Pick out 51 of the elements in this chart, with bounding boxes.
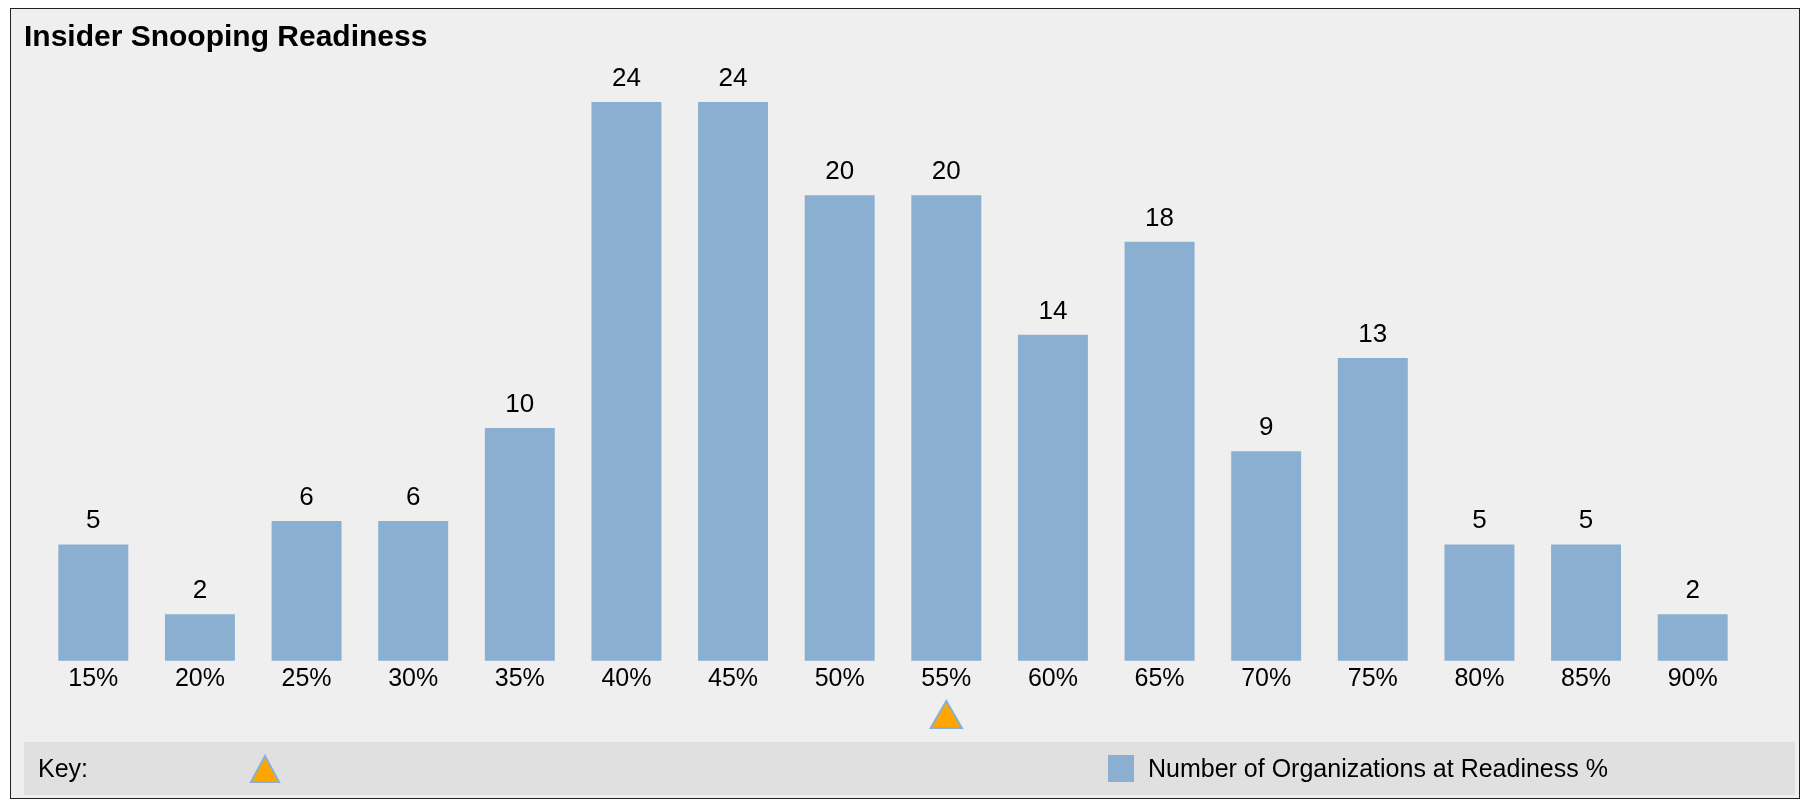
data-label: 24 xyxy=(718,62,748,92)
x-tick-label: 60% xyxy=(1027,662,1078,691)
data-label: 6 xyxy=(405,481,421,512)
x-tick-label: 25% xyxy=(281,662,332,691)
data-label: 2 xyxy=(192,574,208,605)
x-tick-label: 90% xyxy=(1667,662,1718,691)
bar xyxy=(484,427,555,661)
x-tick-label: 20% xyxy=(174,662,225,691)
x-tick-label: 75% xyxy=(1347,662,1398,691)
data-label: 20 xyxy=(825,155,855,186)
bar xyxy=(911,195,982,661)
bar xyxy=(1444,544,1515,661)
bar xyxy=(1124,241,1195,661)
x-tick-label: 15% xyxy=(68,662,119,691)
data-label: 18 xyxy=(1145,201,1175,232)
data-label: 13 xyxy=(1358,318,1388,349)
bar xyxy=(378,521,449,661)
x-tick-label: 65% xyxy=(1134,662,1185,691)
x-tick-label: 30% xyxy=(388,662,439,691)
bar xyxy=(164,614,235,661)
x-tick-label: 50% xyxy=(814,662,865,691)
legend-title: Key: xyxy=(38,753,89,784)
data-label: 24 xyxy=(611,62,641,92)
legend-label: Number of Organizations at Readiness % xyxy=(1148,754,1608,783)
bar xyxy=(58,544,129,661)
data-label: 5 xyxy=(1578,504,1594,535)
x-tick-label: 80% xyxy=(1454,662,1505,691)
bar xyxy=(1551,544,1622,661)
bar xyxy=(591,102,662,661)
bar xyxy=(804,195,875,661)
data-label: 10 xyxy=(505,387,535,418)
bar xyxy=(1657,614,1728,661)
x-tick-label: 70% xyxy=(1241,662,1292,691)
bar xyxy=(271,521,342,661)
bar xyxy=(698,102,769,661)
x-tick-label: 40% xyxy=(601,662,652,691)
data-label: 9 xyxy=(1258,411,1274,442)
data-label: 14 xyxy=(1038,294,1068,325)
bar xyxy=(1017,334,1088,661)
bar xyxy=(1337,358,1408,661)
x-tick-label: 55% xyxy=(921,662,972,691)
chart-title: Insider Snooping Readiness xyxy=(24,19,428,52)
data-label: 20 xyxy=(931,155,961,186)
data-label: 5 xyxy=(86,504,101,535)
x-tick-label: 45% xyxy=(708,662,759,691)
data-label: 5 xyxy=(1472,504,1487,535)
x-tick-label: 85% xyxy=(1561,662,1612,691)
x-tick-label: 35% xyxy=(494,662,545,691)
bar xyxy=(1231,451,1302,661)
data-label: 6 xyxy=(299,481,314,512)
data-label: 2 xyxy=(1685,574,1700,605)
